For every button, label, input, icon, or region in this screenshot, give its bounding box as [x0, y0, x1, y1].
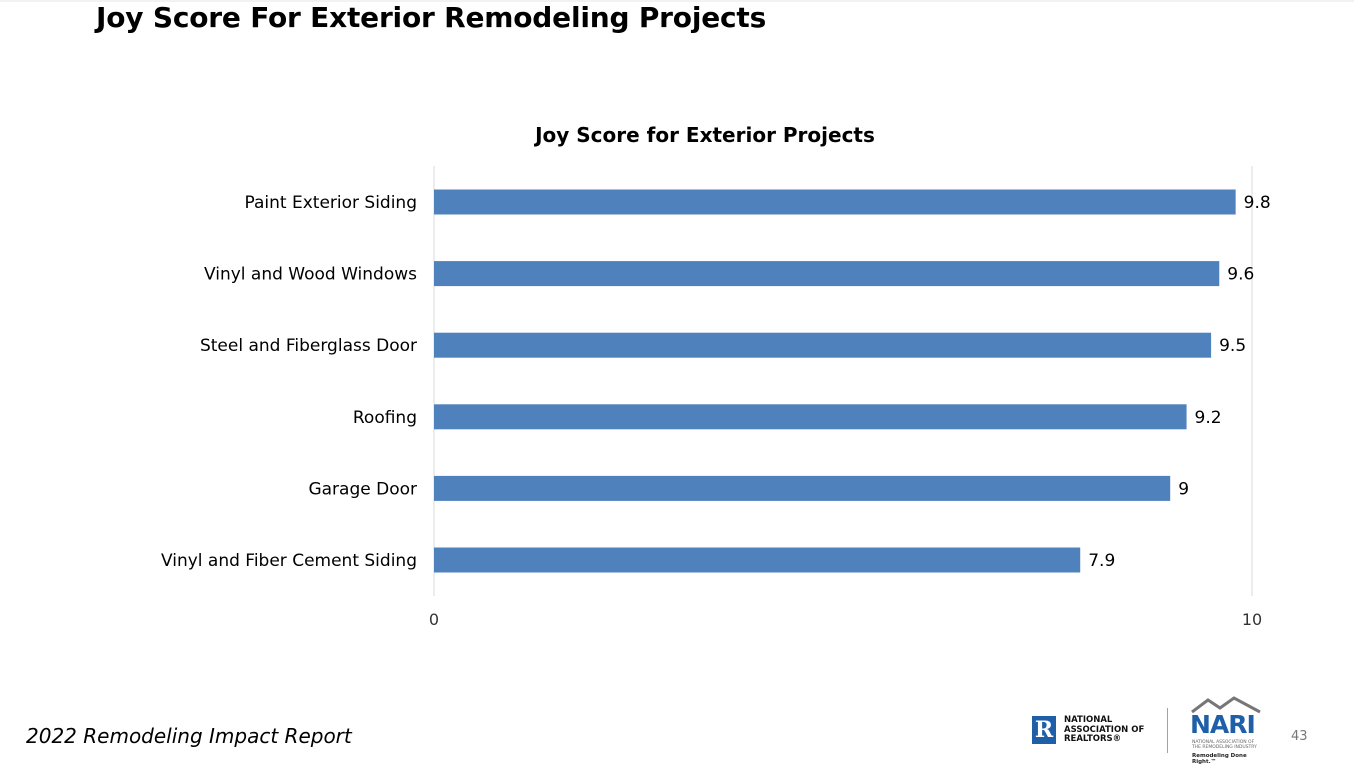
data-label: 9.2: [1195, 408, 1222, 428]
realtor-r-icon: R: [1032, 716, 1056, 744]
bars: [434, 189, 1236, 573]
x-tick-label: 0: [429, 610, 439, 629]
bar: [434, 332, 1212, 358]
bar: [434, 404, 1187, 430]
bar: [434, 475, 1171, 501]
category-label: Vinyl and Fiber Cement Siding: [161, 551, 417, 571]
data-label: 9.6: [1227, 265, 1254, 285]
report-footer: 2022 Remodeling Impact Report: [26, 724, 352, 748]
nari-subtitle: NATIONAL ASSOCIATION OF THE REMODELING I…: [1192, 740, 1257, 750]
category-label: Vinyl and Wood Windows: [204, 265, 417, 285]
bar: [434, 261, 1220, 287]
realtor-logo: R NATIONAL ASSOCIATION OF REALTORS®: [1032, 714, 1152, 748]
nari-wordmark: NARI: [1190, 710, 1256, 739]
category-label: Steel and Fiberglass Door: [200, 336, 417, 356]
x-axis-ticks: 0 10: [429, 610, 1262, 629]
data-label: 7.9: [1088, 551, 1115, 571]
data-labels: 9.8 9.6 9.5 9.2 9 7.9: [1088, 193, 1270, 571]
realtor-logo-text: NATIONAL ASSOCIATION OF REALTORS®: [1064, 715, 1145, 744]
category-label: Paint Exterior Siding: [245, 193, 418, 213]
nari-logo: NARI NATIONAL ASSOCIATION OF THE REMODEL…: [1188, 696, 1268, 765]
data-label: 9: [1178, 479, 1189, 499]
page-number: 43: [1291, 729, 1308, 744]
data-label: 9.5: [1219, 336, 1246, 356]
category-labels: Paint Exterior Siding Vinyl and Wood Wind…: [161, 193, 417, 571]
slide-title: Joy Score For Exterior Remodeling Projec…: [96, 1, 767, 34]
logo-divider: [1167, 708, 1168, 753]
house-roof-icon: [1191, 696, 1261, 714]
data-label: 9.8: [1244, 193, 1271, 213]
category-label: Roofing: [353, 408, 417, 428]
nari-tagline: Remodeling Done Right.™: [1192, 753, 1247, 765]
x-tick-label: 10: [1242, 610, 1262, 629]
top-border: [0, 0, 1354, 2]
gridlines: [433, 166, 1253, 596]
chart-title: Joy Score for Exterior Projects: [533, 123, 875, 147]
bar: [434, 189, 1236, 215]
category-label: Garage Door: [308, 479, 417, 499]
bar: [434, 547, 1081, 573]
